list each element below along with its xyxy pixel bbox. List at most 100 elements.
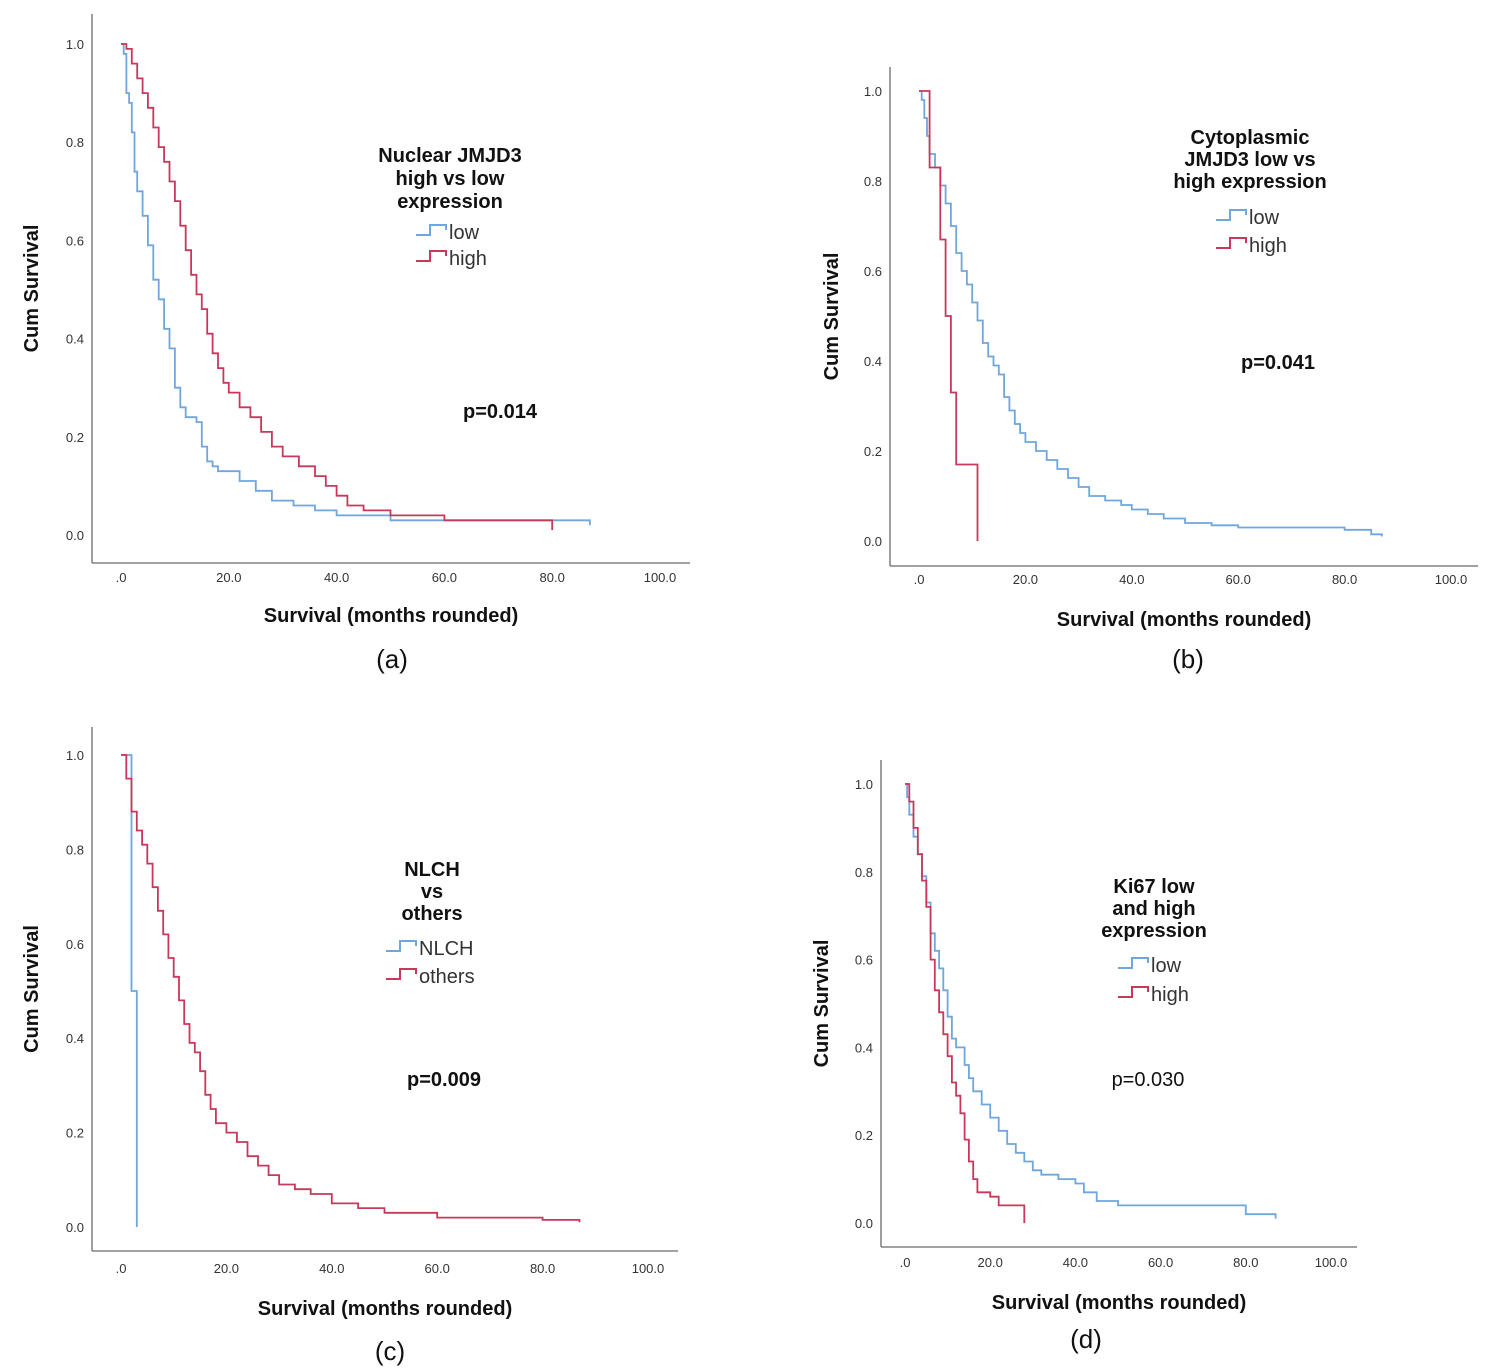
x-tick-label: 60.0 — [425, 1261, 450, 1276]
y-tick-label: 0.4 — [855, 1040, 873, 1055]
x-tick-label: 100.0 — [1435, 572, 1468, 587]
km-curve-nlch — [121, 754, 138, 1227]
panel-caption: (c) — [375, 1336, 405, 1366]
x-tick-label: 20.0 — [214, 1261, 239, 1276]
y-tick-label: 0.0 — [855, 1216, 873, 1231]
legend-label-high: high — [1151, 984, 1189, 1006]
y-tick-label: 0.8 — [66, 135, 84, 150]
legend-title-line: others — [401, 903, 462, 925]
panel-caption: (d) — [1070, 1324, 1102, 1354]
km-curve-low — [905, 783, 1277, 1219]
x-tick-label: 60.0 — [432, 570, 457, 585]
legend-swatch-others — [386, 968, 417, 980]
p-value: p=0.030 — [1112, 1069, 1185, 1091]
x-tick-label: 100.0 — [1315, 1255, 1348, 1270]
x-axis-title: Survival (months rounded) — [992, 1292, 1246, 1314]
x-axis-title: Survival (months rounded) — [264, 605, 518, 627]
p-value: p=0.041 — [1241, 352, 1315, 374]
legend-label-nlch: NLCH — [419, 938, 473, 960]
x-tick-label: .0 — [116, 1261, 127, 1276]
km-curve-low — [919, 90, 1383, 537]
km-curve-low — [121, 43, 591, 526]
y-tick-label: 1.0 — [864, 84, 882, 99]
x-tick-label: 60.0 — [1226, 572, 1251, 587]
legend-title-line: high expression — [1173, 171, 1326, 193]
legend-title-line: Ki67 low — [1113, 876, 1195, 898]
legend-label-others: others — [419, 966, 475, 988]
legend-swatch-high — [1118, 986, 1149, 998]
x-tick-label: 100.0 — [644, 570, 677, 585]
x-tick-label: .0 — [914, 572, 925, 587]
legend-title-line: NLCH — [404, 859, 460, 881]
y-tick-label: 0.4 — [66, 332, 84, 347]
y-tick-label: 0.0 — [864, 534, 882, 549]
x-axis-title: Survival (months rounded) — [258, 1298, 512, 1320]
legend-swatch-low — [1118, 957, 1149, 969]
y-tick-label: 0.6 — [864, 264, 882, 279]
legend-title-line: and high — [1112, 898, 1195, 920]
y-tick-label: 0.4 — [864, 354, 882, 369]
legend-title-line: JMJD3 low vs — [1184, 149, 1315, 171]
y-tick-label: 0.6 — [66, 233, 84, 248]
y-tick-label: 0.6 — [855, 953, 873, 968]
y-tick-label: 0.8 — [864, 174, 882, 189]
x-axis-title: Survival (months rounded) — [1057, 609, 1311, 631]
legend-title-line: Nuclear JMJD3 — [378, 145, 521, 167]
legend-title-line: Cytoplasmic — [1191, 127, 1310, 149]
km-panel-a: 0.0 0.2 0.4 0.6 0.8 1.0 .0 20.0 40.0 60.0 80.0 100.… — [21, 14, 690, 674]
legend-label-low: low — [449, 222, 480, 244]
y-tick-label: 0.8 — [66, 842, 84, 857]
legend-title-line: vs — [421, 881, 443, 903]
y-tick-label: 0.2 — [66, 430, 84, 445]
x-tick-label: 80.0 — [530, 1261, 555, 1276]
km-curve-others — [121, 754, 581, 1223]
x-tick-label: 20.0 — [1013, 572, 1038, 587]
legend-swatch-nlch — [386, 940, 417, 952]
x-tick-label: 60.0 — [1148, 1255, 1173, 1270]
legend-title-line: expression — [397, 191, 503, 213]
legend-swatch-low — [416, 224, 447, 236]
y-tick-label: 1.0 — [66, 37, 84, 52]
p-value: p=0.014 — [463, 401, 538, 423]
p-value: p=0.009 — [407, 1069, 481, 1091]
y-tick-label: 0.8 — [855, 865, 873, 880]
legend-title-line: high vs low — [396, 168, 505, 190]
legend-swatch-low — [1216, 209, 1247, 221]
x-tick-label: .0 — [900, 1255, 911, 1270]
y-axis-title: Cum Survival — [811, 940, 833, 1068]
y-tick-label: 0.4 — [66, 1031, 84, 1046]
x-tick-label: 80.0 — [540, 570, 565, 585]
y-axis-title: Cum Survival — [21, 225, 43, 353]
km-curve-high — [121, 43, 554, 531]
legend-label-high: high — [449, 248, 487, 270]
legend-label-low: low — [1151, 955, 1182, 977]
legend-label-low: low — [1249, 207, 1280, 229]
km-panel-d: 0.0 0.2 0.4 0.6 0.8 1.0 .0 20.0 40.0 60.0 80.0 100.… — [811, 760, 1357, 1354]
x-tick-label: 40.0 — [1063, 1255, 1088, 1270]
km-panel-c: 0.0 0.2 0.4 0.6 0.8 1.0 .0 20.0 40.0 60.0 80.0 100.… — [21, 727, 678, 1366]
x-tick-label: 20.0 — [978, 1255, 1003, 1270]
x-tick-label: 80.0 — [1233, 1255, 1258, 1270]
y-tick-label: 1.0 — [855, 777, 873, 792]
legend-label-high: high — [1249, 235, 1287, 257]
y-tick-label: 0.6 — [66, 937, 84, 952]
x-tick-label: 20.0 — [216, 570, 241, 585]
x-tick-label: 40.0 — [324, 570, 349, 585]
y-tick-label: 0.2 — [864, 444, 882, 459]
km-curve-high — [919, 90, 979, 541]
legend-swatch-high — [416, 250, 447, 262]
y-tick-label: 0.2 — [855, 1128, 873, 1143]
panel-caption: (b) — [1172, 644, 1204, 674]
y-tick-label: 0.0 — [66, 528, 84, 543]
km-curve-high — [905, 783, 1026, 1223]
x-tick-label: 80.0 — [1332, 572, 1357, 587]
x-tick-label: 100.0 — [632, 1261, 665, 1276]
y-tick-label: 1.0 — [66, 748, 84, 763]
y-axis-title: Cum Survival — [21, 925, 43, 1053]
y-tick-label: 0.2 — [66, 1126, 84, 1141]
panel-caption: (a) — [376, 644, 408, 674]
y-axis-title: Cum Survival — [821, 253, 843, 381]
y-tick-label: 0.0 — [66, 1220, 84, 1235]
legend-swatch-high — [1216, 237, 1247, 249]
